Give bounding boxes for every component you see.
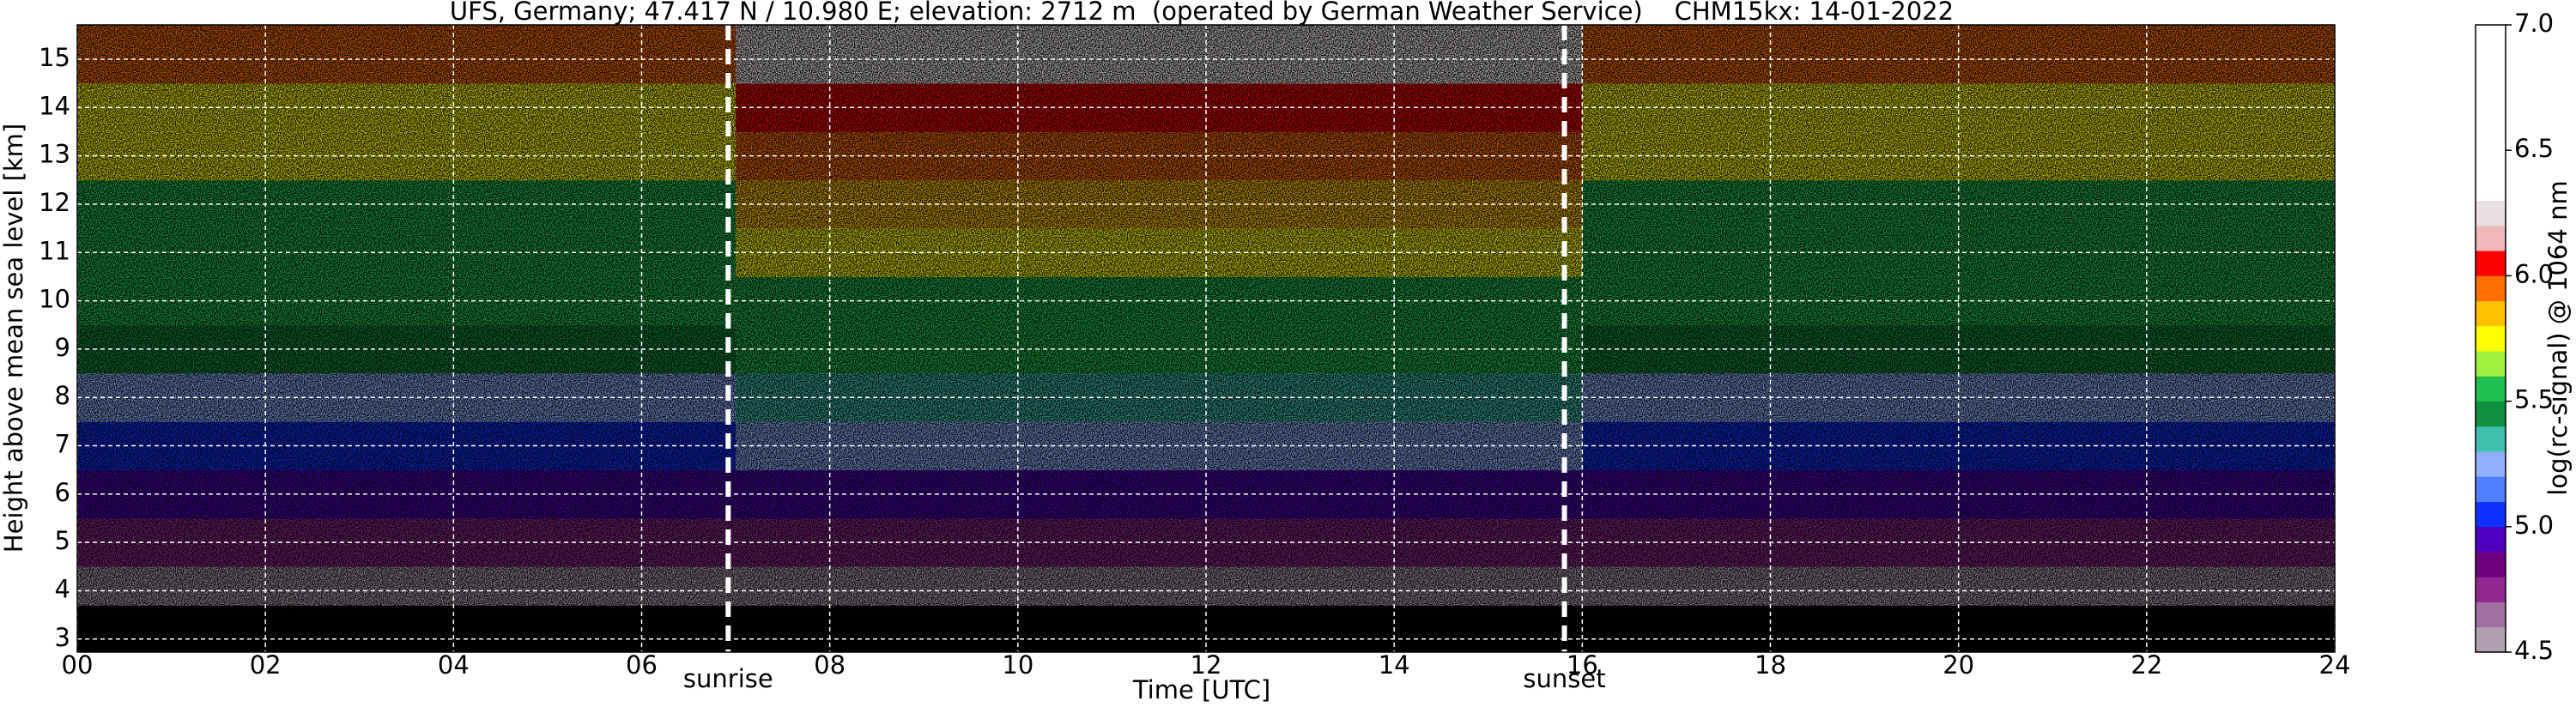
colorbar-swatch: [2476, 75, 2506, 101]
colorbar-swatch: [2476, 476, 2506, 502]
x-tick-label: 18: [1755, 650, 1786, 680]
y-tick-label: 12: [39, 188, 70, 217]
x-tick-label: 10: [1002, 650, 1033, 680]
y-tick-label: 13: [39, 140, 70, 169]
colorbar-swatch: [2476, 200, 2506, 227]
colorbar-swatch: [2476, 225, 2506, 251]
x-tick-label: 20: [1943, 650, 1974, 680]
colorbar-swatch: [2476, 601, 2506, 628]
x-tick-label: 24: [2319, 650, 2351, 680]
y-tick-label: 6: [55, 478, 70, 507]
y-tick-label: 7: [55, 430, 70, 459]
colorbar-swatch: [2476, 351, 2506, 377]
x-tick-label: 14: [1379, 650, 1410, 680]
y-tick-label: 14: [39, 91, 70, 120]
y-axis-label: Height above mean sea level [km]: [0, 124, 28, 553]
x-tick-label: 02: [250, 650, 282, 680]
colorbar-swatch: [2476, 50, 2506, 76]
x-axis-label: Time [UTC]: [1132, 675, 1270, 704]
chart-title: UFS, Germany; 47.417 N / 10.980 E; eleva…: [450, 0, 1954, 26]
annotation-label: sunrise: [683, 664, 773, 693]
colorbar-swatch: [2476, 251, 2506, 276]
colorbar-swatch: [2476, 150, 2506, 176]
y-tick-label: 3: [55, 623, 70, 652]
colorbar-swatch: [2476, 300, 2506, 327]
x-tick-label: 06: [626, 650, 658, 680]
y-tick-label: 11: [39, 236, 70, 265]
colorbar-swatch: [2476, 25, 2506, 51]
colorbar-swatch: [2476, 426, 2506, 452]
colorbar-tick-label: 5.0: [2514, 511, 2554, 540]
y-tick-label: 10: [39, 285, 70, 314]
x-tick-label: 16: [1567, 650, 1598, 680]
colorbar-swatch: [2476, 325, 2506, 352]
colorbar-swatch: [2476, 501, 2506, 528]
y-tick-label: 4: [55, 574, 70, 603]
colorbar-swatch: [2476, 401, 2506, 427]
colorbar-tick-label: 4.5: [2514, 636, 2554, 665]
colorbar-label: log(rc-signal) @ 1064 nm: [2543, 180, 2573, 495]
colorbar-tick-label: 7.0: [2514, 9, 2554, 38]
colorbar-swatch: [2476, 577, 2506, 602]
annotation-label: sunset: [1523, 664, 1605, 693]
colorbar-tick-label: 6.0: [2514, 259, 2554, 288]
x-tick-label: 22: [2131, 650, 2162, 680]
y-tick-label: 5: [55, 526, 70, 555]
y-tick-label: 15: [39, 43, 70, 72]
colorbar-tick-label: 6.5: [2514, 134, 2554, 163]
colorbar-frame: [2475, 24, 2506, 653]
x-tick-label: 08: [814, 650, 846, 680]
colorbar-swatch: [2476, 451, 2506, 477]
colorbar-tick-label: 5.5: [2514, 385, 2554, 414]
colorbar-swatch: [2476, 552, 2506, 577]
colorbar-swatch: [2476, 100, 2506, 126]
colorbar-swatch: [2476, 626, 2506, 653]
colorbar-swatch: [2476, 526, 2506, 553]
x-tick-label: 12: [1191, 650, 1222, 680]
plot-frame: [76, 24, 2336, 653]
x-tick-label: 04: [438, 650, 470, 680]
colorbar-swatch: [2476, 124, 2506, 151]
colorbar-swatch: [2476, 376, 2506, 402]
colorbar-swatch: [2476, 275, 2506, 302]
y-tick-label: 8: [55, 381, 70, 410]
y-tick-label: 9: [55, 333, 70, 362]
x-tick-label: 00: [62, 650, 94, 680]
colorbar-swatch: [2476, 175, 2506, 202]
